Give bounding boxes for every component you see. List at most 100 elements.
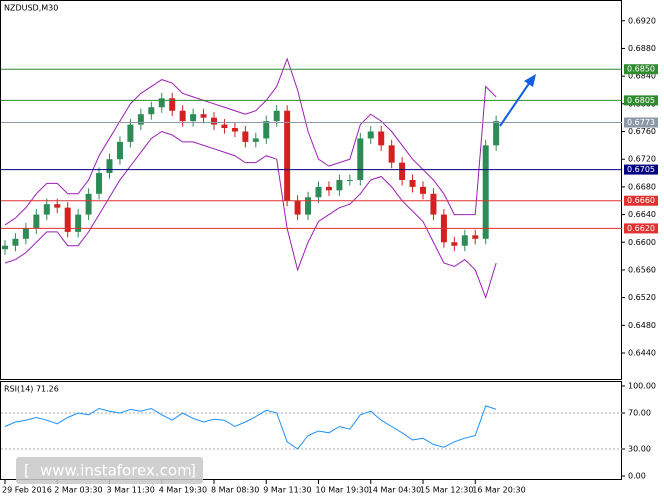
y-tick-label: 0.6520: [628, 293, 656, 302]
plot-layer: 0.69200.68800.68400.68000.67600.67200.66…: [1, 16, 658, 495]
candle-body: [169, 98, 176, 111]
x-tick-label: 16 Mar 20:30: [472, 486, 525, 495]
candle-body: [54, 204, 61, 208]
level-tag: [624, 164, 658, 175]
candle-body: [273, 110, 280, 122]
bollinger-band: [4, 57, 497, 226]
y-tick-label: 0.6880: [628, 44, 656, 53]
watermark-bg: [16, 457, 203, 484]
level-label: 0.6705: [627, 165, 655, 174]
level-label: 0.6620: [627, 224, 655, 233]
candle-body: [315, 186, 322, 198]
candle-body: [22, 228, 29, 239]
y-tick-label: 0.6640: [628, 210, 656, 219]
candle-body: [409, 179, 416, 187]
x-tick-label: 3 Mar 11:30: [107, 486, 155, 495]
candle-body: [252, 138, 259, 142]
bollinger-band: [4, 130, 497, 300]
candle-body: [179, 110, 186, 122]
watermark-box: [ www.instaforex.com ]: [16, 457, 203, 484]
y-tick-label: 0.6720: [628, 155, 656, 164]
y-tick-label: 0.6560: [628, 265, 656, 274]
x-tick-label: 4 Mar 19:30: [159, 486, 207, 495]
y-tick-label: 30.00: [628, 445, 651, 454]
candle-body: [325, 186, 332, 191]
y-tick-label: 0.6600: [628, 238, 656, 247]
candle-body: [336, 179, 343, 191]
candle-body: [399, 162, 406, 180]
chart-title: NZDUSD,M30: [4, 4, 58, 13]
candle-body: [200, 114, 207, 118]
candle-body: [242, 131, 249, 142]
candle-body: [388, 145, 395, 163]
y-tick-label: 0.6760: [628, 127, 656, 136]
candle-body: [96, 173, 103, 194]
candle-body: [211, 117, 217, 125]
candle-body: [85, 193, 92, 215]
candle-body: [64, 207, 71, 232]
candle-body: [493, 121, 500, 146]
y-tick-label: 0.6920: [628, 16, 656, 25]
candle-body: [451, 242, 458, 246]
bracket: [: [24, 462, 30, 480]
candle-body: [231, 128, 238, 132]
candle-body: [482, 145, 489, 239]
bracket: ]: [190, 462, 196, 480]
x-tick-label: 29 Feb 2016: [2, 486, 52, 495]
candle-body: [357, 138, 364, 180]
candle-body: [75, 214, 82, 232]
arrow-head: [524, 74, 536, 87]
candle-body: [127, 124, 134, 142]
level-tag: [624, 64, 658, 75]
rsi-title: RSI(14) 71.26: [4, 385, 59, 394]
candle-body: [158, 98, 165, 108]
price-panel: [0, 0, 622, 380]
x-tick-label: 9 Mar 11:30: [263, 486, 311, 495]
candle-body: [190, 114, 197, 122]
x-tick-label: 15 Mar 12:30: [420, 486, 473, 495]
y-tick-label: 0.6680: [628, 182, 656, 191]
candle-body: [116, 141, 123, 160]
forecast-arrow: [499, 74, 536, 127]
candle-body: [284, 110, 291, 201]
candle-body: [148, 107, 155, 115]
watermark: www.instaforex.com: [40, 462, 192, 480]
level-tag: [624, 117, 658, 128]
candle-body: [2, 245, 8, 250]
level-label: 0.6805: [627, 96, 655, 105]
candle-body: [378, 131, 385, 146]
level-label: 0.6850: [627, 65, 655, 74]
x-tick-label: 14 Mar 04:30: [368, 486, 421, 495]
level-tag: [624, 95, 658, 106]
candle-body: [221, 124, 228, 129]
y-tick-label: 0.6840: [628, 72, 656, 81]
y-tick-label: 70.00: [628, 409, 651, 418]
candle-body: [420, 186, 426, 194]
x-tick-label: 10 Mar 19:30: [316, 486, 369, 495]
level-tag: [624, 223, 658, 234]
level-label: 0.6773: [627, 118, 655, 127]
candle-body: [263, 121, 270, 139]
y-tick-label: 0.6440: [628, 349, 656, 358]
candle-body: [305, 197, 312, 215]
y-tick-label: 0.6480: [628, 321, 656, 330]
x-tick-label: 2 Mar 03:30: [54, 486, 102, 495]
rsi-panel: [0, 381, 622, 480]
candle-body: [12, 238, 19, 246]
candle-body: [430, 193, 437, 215]
level-label: 0.6660: [627, 196, 655, 205]
candle-body: [33, 214, 40, 229]
candle-body: [294, 200, 301, 215]
candle-body: [367, 131, 374, 139]
y-tick-label: 0.00: [628, 472, 646, 481]
candle-body: [461, 235, 468, 246]
rsi-line: [4, 405, 497, 450]
candle-body: [472, 235, 479, 239]
candle-body: [106, 159, 113, 174]
candle-body: [43, 204, 50, 215]
y-tick-label: 100.00: [628, 382, 656, 391]
candle-body: [137, 114, 144, 125]
x-tick-label: 8 Mar 08:30: [211, 486, 259, 495]
